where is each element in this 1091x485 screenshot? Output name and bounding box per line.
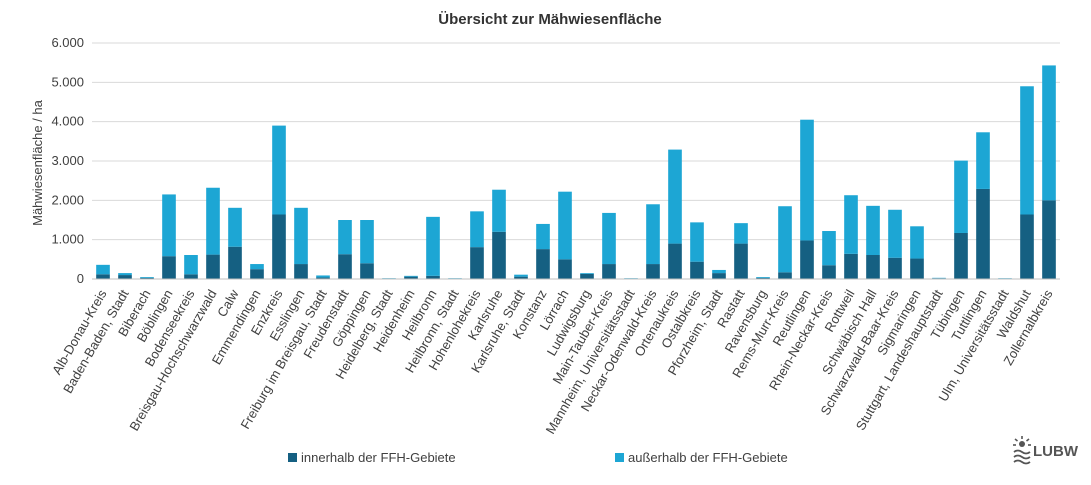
bar-segment-outside [558,191,572,260]
y-tick-labels: 0 1.000 2.000 3.000 4.000 5.000 6.000 [51,35,84,286]
chart-title: Übersicht zur Mähwiesenfläche [438,11,661,28]
bar-segment-outside [756,277,770,278]
bar-segment-inside [96,274,110,279]
bar-segment-outside [1042,65,1056,201]
bar-segment-inside [470,247,484,279]
bar-segment-outside [404,275,418,277]
sun-icon [1013,436,1031,465]
y-tick-label: 3.000 [51,153,84,168]
legend: innerhalb der FFH-Gebiete außerhalb der F… [288,450,788,465]
bar-segment-outside [228,207,242,247]
bar-segment-outside [580,273,594,274]
y-tick-label: 2.000 [51,192,84,207]
bar-segment-outside [734,223,748,244]
bar-segment-outside [800,119,814,241]
bar-segment-outside [646,204,660,265]
bar-segment-outside [360,220,374,264]
bar-segment-outside [1020,86,1034,215]
bar-segment-outside [536,223,550,250]
bar-segment-inside [822,265,836,279]
bar-segment-inside [910,258,924,279]
bar-segment-inside [1020,214,1034,279]
bar-segment-inside [844,253,858,279]
bar-segment-outside [316,275,330,278]
bar-segment-outside [668,149,682,244]
legend-label: innerhalb der FFH-Gebiete [301,450,456,465]
bar-segment-inside [734,243,748,279]
y-tick-label: 5.000 [51,74,84,89]
y-tick-label: 6.000 [51,35,84,50]
legend-swatch [615,453,624,462]
bar-segment-outside [910,226,924,259]
bar-segment-outside [250,264,264,270]
bar-segment-inside [360,263,374,279]
bar-segment-outside [712,269,726,274]
bar-segment-outside [272,125,286,215]
bar-segment-inside [602,264,616,279]
bar-segment-inside [690,261,704,279]
bar-segment-outside [976,132,990,189]
bar-segment-inside [514,276,528,279]
bar-segment-inside [712,273,726,279]
bar-segment-inside [118,275,132,279]
bar-segment-inside [294,264,308,279]
bar-segment-inside [1042,200,1056,279]
y-tick-label: 1.000 [51,232,84,247]
bar-segment-inside [140,277,154,279]
bar-segment-inside [426,275,440,279]
bar-segment-outside [954,160,968,233]
legend-swatch [288,453,297,462]
bar-segment-outside [206,187,220,255]
bar-segment-inside [250,269,264,279]
bar-segment-inside [866,255,880,279]
bar-segment-outside [140,277,154,278]
bar-segment-inside [800,240,814,279]
bar-segment-inside [206,254,220,279]
legend-label: außerhalb der FFH-Gebiete [628,450,788,465]
bar-segment-inside [272,214,286,279]
bar-segment-outside [294,207,308,265]
bar-segment-outside [866,205,880,256]
bar-segment-outside [118,273,132,276]
bar-segment-inside [536,249,550,279]
bar-segment-inside [492,231,506,279]
bar-segment-inside [756,277,770,279]
bar-segment-outside [844,195,858,254]
bar-segment-outside [514,274,528,277]
bar-segment-outside [690,222,704,262]
bar-segment-outside [470,211,484,248]
bar-segment-inside [162,256,176,279]
y-tick-label: 0 [77,271,84,286]
bar-segment-inside [778,272,792,279]
y-axis-label: Mähwiesenfläche / ha [30,99,45,226]
bar-segment-outside [778,206,792,273]
bar-segment-inside [668,243,682,279]
bar-segment-inside [646,264,660,279]
bar-segment-outside [184,255,198,275]
bar-segment-outside [822,231,836,266]
bar-segment-inside [976,188,990,279]
bar-segment-outside [602,212,616,265]
bar-segment-inside [316,277,330,279]
lubw-logo: LUBW [1013,436,1079,465]
bar-segment-inside [404,276,418,279]
bar-segment-inside [580,273,594,279]
bar-segment-inside [184,274,198,279]
bars [96,65,1056,279]
bar-segment-inside [228,246,242,279]
bar-segment-outside [96,264,110,275]
bar-segment-outside [492,189,506,232]
bar-segment-outside [338,220,352,255]
bar-segment-outside [888,209,902,258]
bar-segment-inside [338,254,352,279]
bar-segment-outside [162,194,176,257]
y-tick-label: 4.000 [51,114,84,129]
bar-segment-inside [888,257,902,279]
bar-segment-inside [558,259,572,279]
bar-segment-outside [426,216,440,276]
bar-segment-inside [954,232,968,279]
logo-text: LUBW [1033,443,1079,460]
